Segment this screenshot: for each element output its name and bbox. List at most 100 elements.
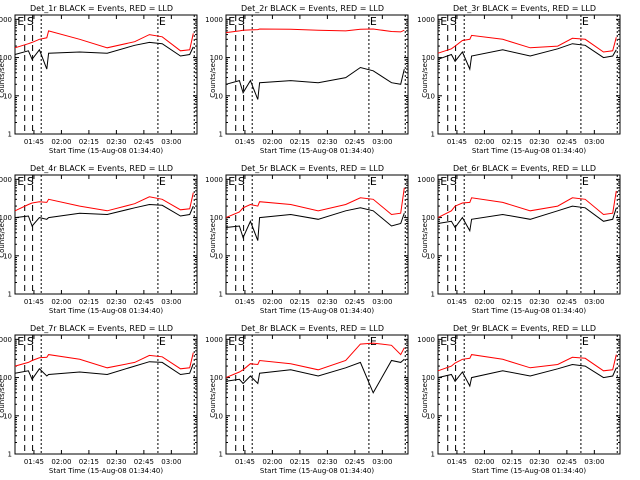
x-tick-label: 01:45 <box>24 298 44 306</box>
marker-label: S <box>450 15 457 28</box>
x-tick-label: 02:15 <box>290 298 310 306</box>
y-tick-label: 1000 <box>417 336 435 344</box>
series-line-lld <box>437 34 617 54</box>
x-tick-label: 03:00 <box>161 138 181 146</box>
x-tick-label: 01:45 <box>235 138 255 146</box>
plot-frame <box>225 174 409 295</box>
x-tick-label: 02:30 <box>529 458 549 466</box>
x-tick-label: 01:45 <box>447 458 467 466</box>
y-tick-label: 100 <box>210 54 223 62</box>
y-tick-label: 1 <box>431 451 435 459</box>
panel-6: Det_6r BLACK = Events, RED = LLD 1 10 100 10… <box>417 164 621 315</box>
x-tick-label: 02:45 <box>345 138 365 146</box>
x-tick-label: 02:00 <box>262 298 282 306</box>
series-line-events <box>225 358 405 394</box>
panel-1: Det_1r BLACK = Events, RED = LLD 1 10 100 10… <box>0 4 198 155</box>
y-tick-label: 100 <box>210 214 223 222</box>
x-tick-label: 02:45 <box>557 138 577 146</box>
y-tick-label: 1 <box>431 291 435 299</box>
x-tick-label: 02:45 <box>345 458 365 466</box>
y-tick-label: 10 <box>214 252 223 260</box>
x-tick-label: 02:15 <box>290 138 310 146</box>
panel-4: Det_4r BLACK = Events, RED = LLD 1 10 100 10… <box>0 164 198 315</box>
y-tick-label: 1 <box>219 451 223 459</box>
marker-label: E <box>440 175 447 188</box>
panel-8: Det_8r BLACK = Events, RED = LLD 1 10 100 10… <box>205 324 409 475</box>
x-axis-label: Start Time (15-Aug-08 01:34:40) <box>49 467 163 475</box>
y-tick-label: 100 <box>210 374 223 382</box>
marker-label: E <box>370 335 377 348</box>
x-tick-label: 02:00 <box>262 138 282 146</box>
marker-label: E <box>228 335 235 348</box>
y-tick-label: 1 <box>219 131 223 139</box>
panel-title: Det_4r BLACK = Events, RED = LLD <box>30 164 173 173</box>
y-tick-label: 1 <box>8 291 12 299</box>
plot-frame <box>14 174 198 295</box>
panel-9: Det_9r BLACK = Events, RED = LLD 1 10 100 10… <box>417 324 621 475</box>
panel-title: Det_8r BLACK = Events, RED = LLD <box>241 324 384 333</box>
series-line-lld <box>14 352 194 370</box>
x-tick-label: 02:30 <box>529 138 549 146</box>
x-tick-label: 02:15 <box>290 458 310 466</box>
x-tick-label: 02:30 <box>106 458 126 466</box>
y-tick-label: 1 <box>8 451 12 459</box>
marker-label: E <box>582 15 589 28</box>
panel-2: Det_2r BLACK = Events, RED = LLD 1 10 100 10… <box>205 4 409 155</box>
x-tick-label: 02:45 <box>134 298 154 306</box>
y-tick-label: 100 <box>0 214 12 222</box>
y-axis-label: Counts/sec <box>209 219 217 258</box>
marker-label: E <box>582 175 589 188</box>
series-line-events <box>437 205 617 233</box>
x-axis-label: Start Time (15-Aug-08 01:34:40) <box>49 307 163 315</box>
y-axis-label: Counts/sec <box>0 219 6 258</box>
marker-label: E <box>17 335 24 348</box>
x-tick-label: 01:45 <box>447 138 467 146</box>
x-tick-label: 01:45 <box>24 138 44 146</box>
series-line-lld <box>437 190 617 219</box>
y-tick-label: 1000 <box>417 176 435 184</box>
y-tick-label: 1 <box>8 131 12 139</box>
x-tick-label: 02:30 <box>317 138 337 146</box>
series-line-lld <box>14 30 194 52</box>
series-line-events <box>225 66 405 100</box>
y-axis-label: Counts/sec <box>0 379 6 418</box>
series-line-events <box>14 203 194 227</box>
marker-label: E <box>440 335 447 348</box>
marker-label: E <box>370 175 377 188</box>
x-tick-label: 02:15 <box>502 458 522 466</box>
x-tick-label: 03:00 <box>584 298 604 306</box>
x-tick-label: 02:00 <box>51 458 71 466</box>
x-tick-label: 02:15 <box>502 298 522 306</box>
y-tick-label: 10 <box>3 412 12 420</box>
x-axis-label: Start Time (15-Aug-08 01:34:40) <box>472 147 586 155</box>
x-tick-label: 02:30 <box>106 138 126 146</box>
y-tick-label: 10 <box>426 252 435 260</box>
y-tick-label: 100 <box>422 374 435 382</box>
panel-title: Det_3r BLACK = Events, RED = LLD <box>453 4 596 13</box>
y-tick-label: 1000 <box>205 176 223 184</box>
marker-label: E <box>228 175 235 188</box>
panel-title: Det_6r BLACK = Events, RED = LLD <box>453 164 596 173</box>
marker-label: S <box>27 15 34 28</box>
x-tick-label: 02:45 <box>134 458 154 466</box>
x-tick-label: 02:15 <box>502 138 522 146</box>
marker-label: E <box>370 15 377 28</box>
y-tick-label: 1000 <box>205 16 223 24</box>
marker-label: E <box>159 175 166 188</box>
x-tick-label: 01:45 <box>24 458 44 466</box>
x-tick-label: 02:45 <box>557 458 577 466</box>
x-tick-label: 02:30 <box>317 458 337 466</box>
series-line-lld <box>225 342 405 379</box>
y-axis-label: Counts/sec <box>209 59 217 98</box>
marker-label: E <box>17 15 24 28</box>
x-tick-label: 02:00 <box>474 458 494 466</box>
x-tick-label: 02:15 <box>79 298 99 306</box>
y-tick-label: 1000 <box>0 336 12 344</box>
x-tick-label: 01:45 <box>447 298 467 306</box>
y-axis-label: Counts/sec <box>209 379 217 418</box>
marker-label: E <box>159 15 166 28</box>
x-tick-label: 01:45 <box>235 458 255 466</box>
y-tick-label: 10 <box>3 92 12 100</box>
x-axis-label: Start Time (15-Aug-08 01:34:40) <box>472 467 586 475</box>
